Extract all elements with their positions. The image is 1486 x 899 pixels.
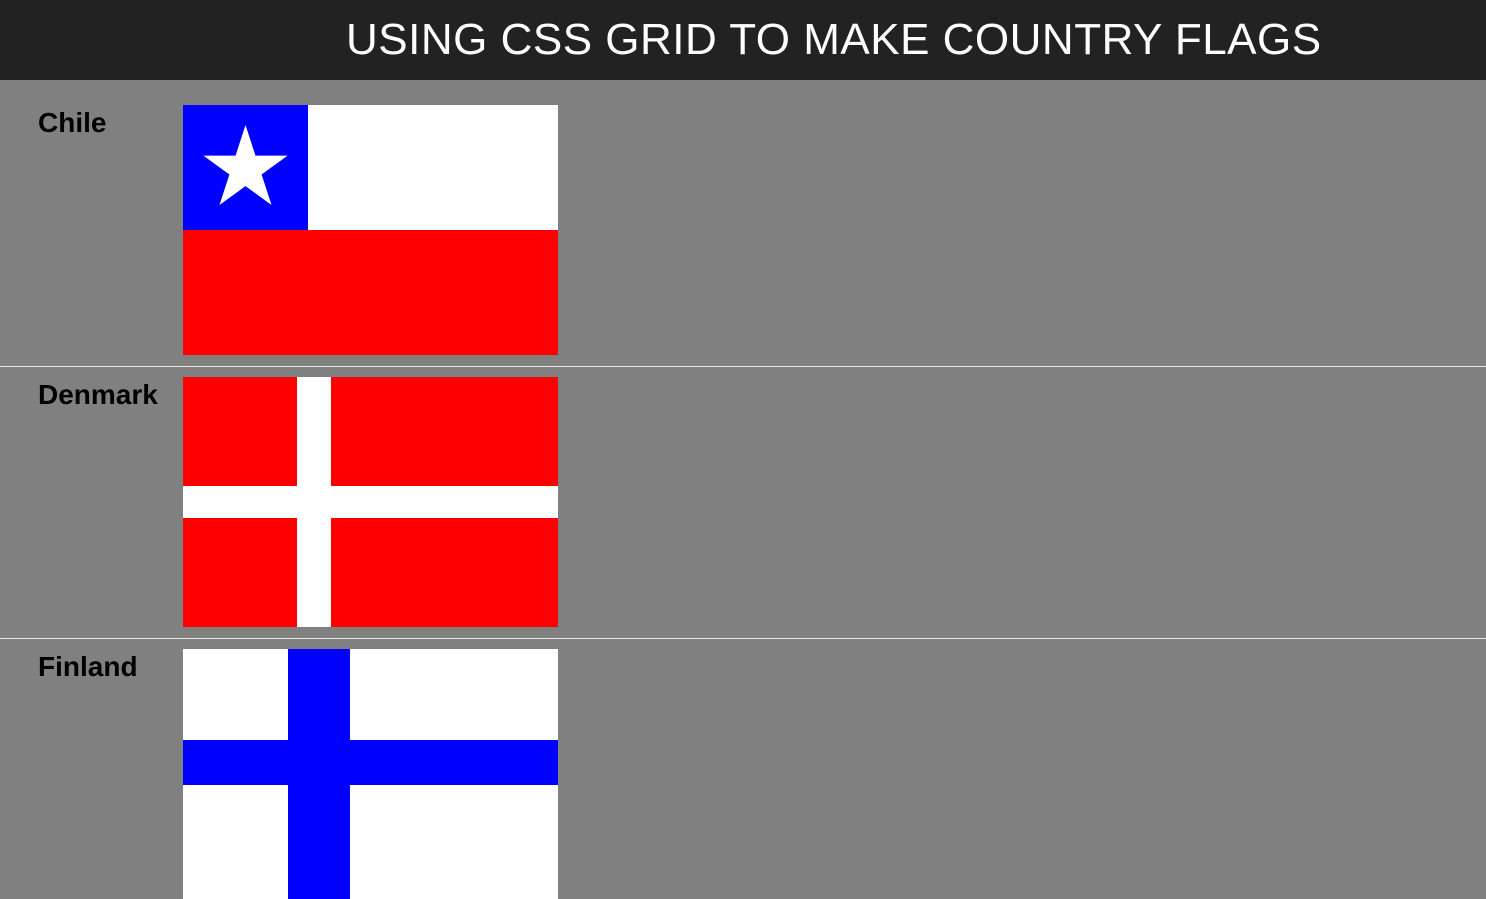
row-divider (0, 366, 1486, 367)
country-label-chile: Chile (38, 107, 107, 138)
denmark-cross-horizontal (183, 486, 558, 518)
star-icon (203, 125, 288, 205)
chile-red-stripe (183, 230, 558, 355)
page-header: USING CSS GRID TO MAKE COUNTRY FLAGS (0, 0, 1486, 80)
denmark-flag-icon (183, 377, 558, 627)
country-row-denmark: Denmark (0, 352, 1486, 627)
finland-flag-icon (183, 649, 558, 899)
finland-cross-horizontal (183, 740, 558, 785)
chile-flag-icon (183, 105, 558, 355)
row-divider (0, 638, 1486, 639)
country-row-chile: Chile (0, 80, 1486, 355)
country-label-finland: Finland (38, 651, 138, 682)
country-label-denmark: Denmark (38, 379, 158, 410)
country-row-finland: Finland (0, 624, 1486, 899)
page-title: USING CSS GRID TO MAKE COUNTRY FLAGS (346, 15, 1322, 64)
